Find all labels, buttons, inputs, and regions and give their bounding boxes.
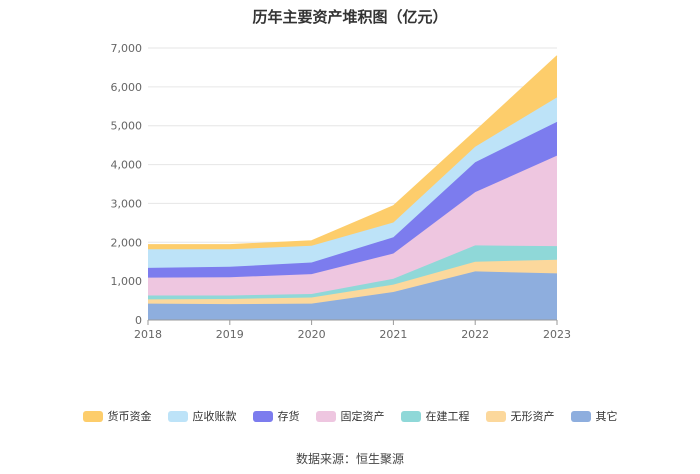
x-tick-label: 2019 — [216, 328, 244, 341]
legend: 货币资金 应收账款 存货 固定资产 在建工程 无形资产 其它 — [0, 408, 700, 424]
area-应收账款 — [148, 97, 557, 268]
legend-label: 应收账款 — [192, 410, 237, 423]
data-source: 数据来源：恒生聚源 — [295, 452, 404, 466]
chart-title: 历年主要资产堆积图（亿元） — [252, 8, 448, 26]
y-tick-label: 0 — [135, 314, 142, 327]
area-edge-其它 — [147, 270, 558, 305]
legend-swatch — [82, 410, 103, 422]
legend-swatch — [570, 410, 591, 422]
legend-item[interactable]: 货币资金 — [82, 408, 152, 424]
legend-label: 其它 — [595, 410, 618, 423]
legend-label: 固定资产 — [340, 410, 385, 423]
axes: 0 1,000 2,000 3,000 4,000 5,000 6,000 7,000 2018… — [111, 42, 572, 341]
legend-label: 无形资产 — [510, 410, 555, 423]
legend-swatch — [400, 410, 421, 422]
x-tick-label: 2022 — [461, 328, 489, 341]
legend-label: 存货 — [277, 410, 300, 423]
legend-swatch — [167, 410, 188, 422]
y-tick-label: 6,000 — [111, 81, 143, 94]
area-series — [147, 55, 558, 320]
x-tick-label: 2020 — [298, 328, 326, 341]
legend-item[interactable]: 其它 — [570, 408, 618, 424]
legend-swatch — [315, 410, 336, 422]
legend-label: 在建工程 — [425, 410, 470, 423]
legend-item[interactable]: 在建工程 — [400, 408, 470, 424]
legend-swatch — [252, 410, 273, 422]
area-edge-货币资金 — [148, 55, 558, 246]
x-tick-label: 2021 — [379, 328, 407, 341]
legend-item[interactable]: 应收账款 — [167, 408, 237, 424]
area-在建工程 — [148, 245, 557, 300]
y-tick-label: 4,000 — [111, 159, 143, 172]
x-tick-label: 2023 — [543, 328, 571, 341]
area-固定资产 — [148, 155, 557, 296]
legend-label: 货币资金 — [107, 410, 152, 423]
legend-item[interactable]: 存货 — [252, 408, 300, 424]
y-tick-label: 2,000 — [111, 236, 143, 249]
legend-swatch — [485, 410, 506, 422]
area-无形资产 — [148, 259, 557, 305]
y-tick-label: 1,000 — [111, 275, 143, 288]
y-tick-label: 7,000 — [111, 42, 143, 55]
y-tick-label: 5,000 — [111, 120, 143, 133]
legend-item[interactable]: 固定资产 — [315, 408, 385, 424]
x-tick-label: 2018 — [134, 328, 162, 341]
area-其它 — [148, 271, 557, 320]
y-tick-label: 3,000 — [111, 197, 143, 210]
legend-item[interactable]: 无形资产 — [485, 408, 555, 424]
